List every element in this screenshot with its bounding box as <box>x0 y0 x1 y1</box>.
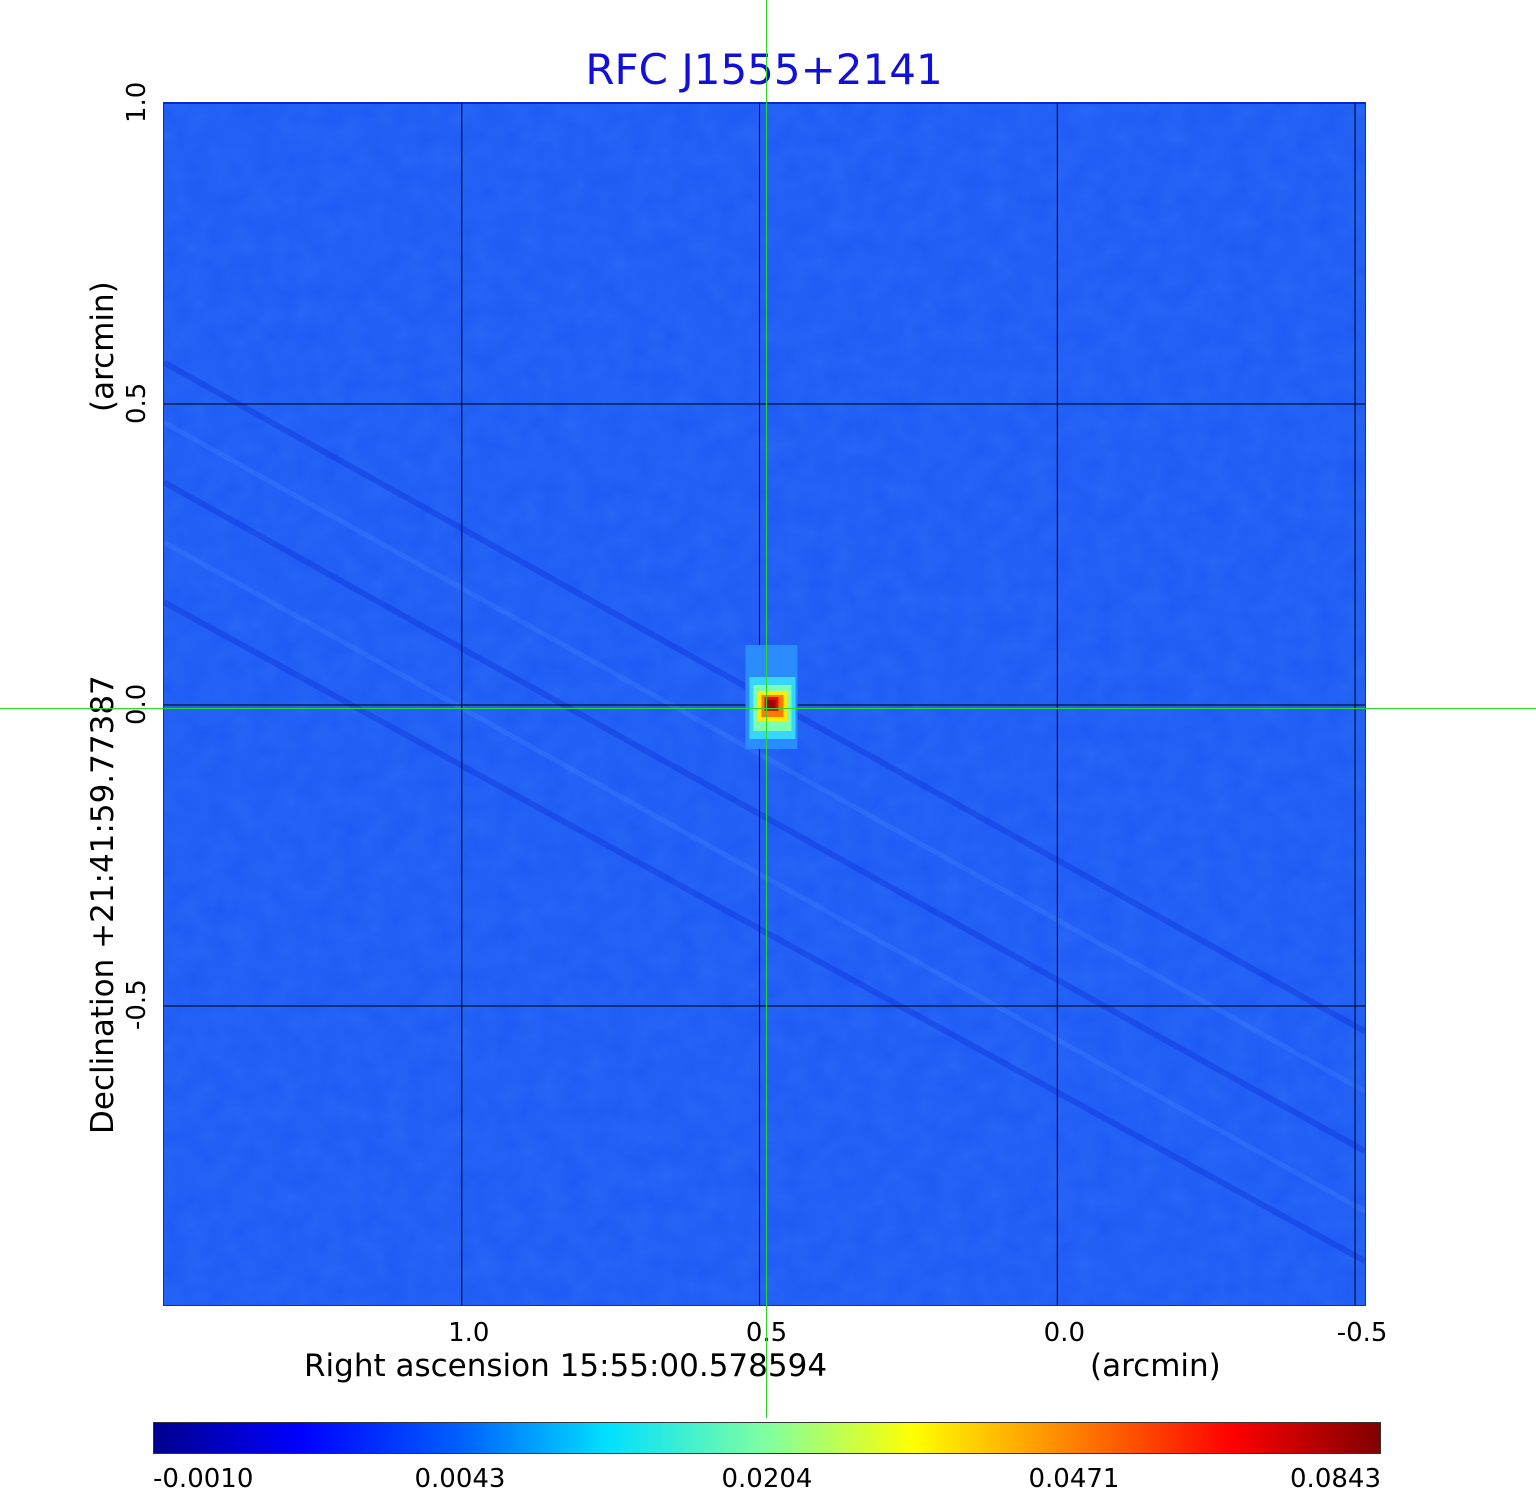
x-tick-label: -0.5 <box>1336 1318 1388 1348</box>
source-peak[interactable] <box>745 645 798 749</box>
colorbar-tick-label: 0.0043 <box>414 1464 506 1494</box>
y-axis-label: Declination +21:41:59.77387 <box>85 675 121 1134</box>
x-axis-label: Right ascension 15:55:00.578594 <box>304 1348 828 1384</box>
x-tick-label: 1.0 <box>448 1318 490 1348</box>
colorbar-tick-label: 0.0204 <box>721 1464 813 1494</box>
y-tick-label: 0.5 <box>122 382 152 424</box>
x-axis-unit: (arcmin) <box>1090 1348 1221 1384</box>
y-tick-label: 0.0 <box>122 683 152 725</box>
colorbar-tick-label: 0.0843 <box>1290 1464 1381 1494</box>
colorbar-tick-label: 0.0471 <box>1028 1464 1120 1494</box>
x-tick-label: 0.0 <box>1043 1318 1085 1348</box>
plot-area[interactable] <box>163 102 1366 1306</box>
crosshair-vertical <box>766 0 767 1418</box>
y-axis-unit: (arcmin) <box>85 281 121 412</box>
chart-title: RFC J1555+2141 <box>585 45 943 94</box>
plot-overlay <box>164 103 1365 1305</box>
y-axis: 1.0 0.5 0.0 -0.5 Declination +21:41:59.77387… <box>0 0 200 1320</box>
y-tick-label: 1.0 <box>122 81 152 123</box>
y-tick-label: -0.5 <box>122 979 152 1031</box>
colorbar <box>153 1422 1381 1454</box>
colorbar-tick-label: -0.0010 <box>153 1464 254 1494</box>
crosshair-horizontal <box>0 708 1536 709</box>
